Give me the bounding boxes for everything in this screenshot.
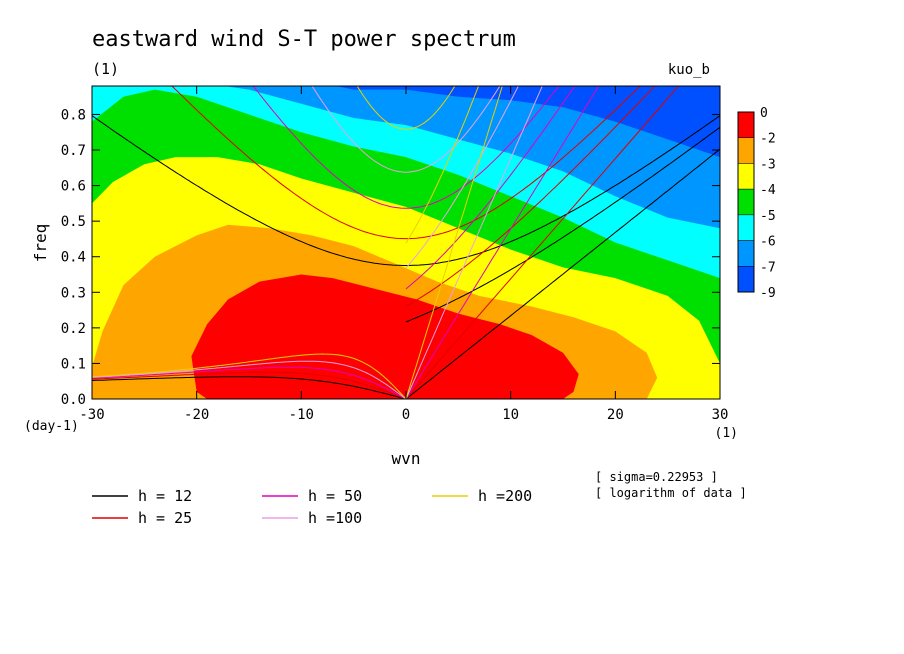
dispersion-curve-h25-3 xyxy=(92,371,407,399)
x-tick-label: 0 xyxy=(402,407,410,423)
dispersion-curve-h50-2 xyxy=(405,86,576,290)
x-axis-unit: (1) xyxy=(715,426,738,441)
dispersion-curve-h50-4 xyxy=(405,86,600,399)
legend-label-h12: h = 12 xyxy=(138,487,192,505)
legend: h = 12 h = 25 h = 50 h =100 h =200 xyxy=(92,487,532,527)
colorbar-label: 0 xyxy=(760,106,768,121)
dispersion-curve-h200-3 xyxy=(92,353,407,399)
contour-bands xyxy=(92,86,720,399)
colorbar-label: -3 xyxy=(760,157,776,172)
dispersion-curve-h100-1 xyxy=(311,86,501,173)
colorbar-swatch xyxy=(737,240,755,267)
dispersion-curve-h100-4 xyxy=(405,86,543,399)
x-axis-label: wvn xyxy=(392,449,421,468)
colorbar-label: -7 xyxy=(760,260,776,275)
y-tick-label: 0.4 xyxy=(61,250,86,266)
legend-label-h100: h =100 xyxy=(308,509,362,527)
annotation-sigma: [ sigma=0.22953 ] xyxy=(595,470,718,484)
dispersion-curve-h50-1 xyxy=(252,86,560,209)
legend-label-h50: h = 50 xyxy=(308,487,362,505)
dispersion-curve-h100-2 xyxy=(405,86,519,269)
colorbar-label: -2 xyxy=(760,132,776,147)
y-axis-unit: (day-1) xyxy=(24,419,79,434)
colorbar-swatch xyxy=(737,137,755,164)
colorbar-swatch xyxy=(737,266,755,293)
x-tick-label: -20 xyxy=(184,407,209,423)
contour-band-7 xyxy=(191,274,579,399)
y-tick-label: 0.6 xyxy=(61,179,86,195)
dispersion-curve-h50-3 xyxy=(92,366,407,399)
y-tick-label: 0.0 xyxy=(61,392,86,408)
x-tick-label: 10 xyxy=(502,407,519,423)
dispersion-curve-h200-1 xyxy=(356,86,456,130)
dispersion-curve-h12-1 xyxy=(92,115,720,266)
dispersion-curve-h25-4 xyxy=(405,86,680,399)
dispersion-curve-h25-1 xyxy=(171,86,641,240)
y-tick-label: 0.3 xyxy=(61,285,86,301)
dispersion-curve-h200-4 xyxy=(405,86,503,399)
colorbar-swatch xyxy=(737,111,755,138)
y-tick-label: 0.7 xyxy=(61,143,86,159)
colorbar-swatch xyxy=(737,163,755,190)
dispersion-curve-h12-3 xyxy=(92,376,407,399)
y-axis-ticks: 0.0 0.1 0.2 0.3 0.4 0.5 0.6 0.7 0.8 xyxy=(61,107,720,408)
dispersion-curve-h100-3 xyxy=(92,360,407,399)
colorbar-label: -5 xyxy=(760,209,776,224)
colorbar-label: -9 xyxy=(760,286,776,301)
y-tick-label: 0.5 xyxy=(61,214,86,230)
y-tick-label: 0.8 xyxy=(61,107,86,123)
title-unit: (1) xyxy=(92,60,119,78)
legend-label-h25: h = 25 xyxy=(138,509,192,527)
annotation-log: [ logarithm of data ] xyxy=(595,486,747,500)
legend-label-h200: h =200 xyxy=(478,487,532,505)
run-name: kuo_b xyxy=(668,62,710,78)
x-tick-label: -30 xyxy=(79,407,104,423)
x-tick-label: -10 xyxy=(289,407,314,423)
dispersion-curve-h12-4 xyxy=(405,148,720,399)
chart-title: eastward wind S-T power spectrum xyxy=(92,27,516,52)
x-axis-ticks: -30 -20 -10 0 10 20 30 xyxy=(79,86,728,423)
y-tick-label: 0.1 xyxy=(61,356,86,372)
dispersion-curve-h12-2 xyxy=(405,126,720,323)
colorbar-label: -4 xyxy=(760,183,776,198)
y-axis-label: freq xyxy=(31,224,50,263)
colorbar-frame xyxy=(737,111,755,293)
colorbar-swatch xyxy=(737,214,755,241)
y-tick-label: 0.2 xyxy=(61,321,86,337)
dispersion-curve-h25-2 xyxy=(405,86,656,307)
dispersion-curves xyxy=(92,86,720,399)
colorbar-swatch xyxy=(737,188,755,216)
colorbar-label: -6 xyxy=(760,235,776,250)
x-tick-label: 30 xyxy=(712,407,729,423)
dispersion-curve-h200-2 xyxy=(405,86,480,244)
x-tick-label: 20 xyxy=(607,407,624,423)
colorbar: 0 -2 -3 -4 -5 -6 -7 -9 xyxy=(737,106,776,301)
